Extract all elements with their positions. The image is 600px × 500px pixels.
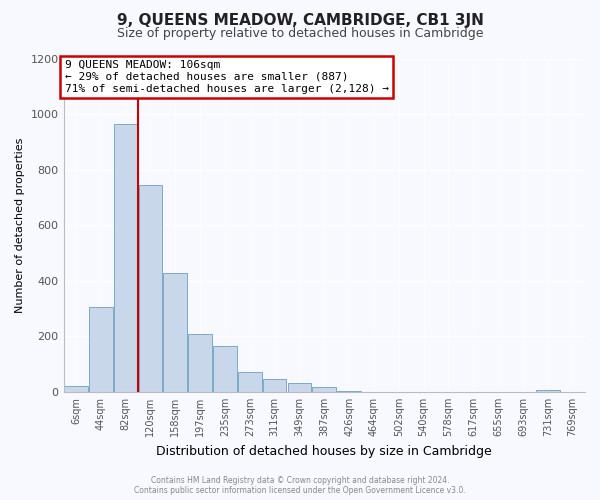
X-axis label: Distribution of detached houses by size in Cambridge: Distribution of detached houses by size … (157, 444, 492, 458)
Bar (64, 386, 88, 392)
Text: 9 QUEENS MEADOW: 106sqm
← 29% of detached houses are smaller (887)
71% of semi-d: 9 QUEENS MEADOW: 106sqm ← 29% of detache… (65, 60, 389, 94)
Text: 9, QUEENS MEADOW, CAMBRIDGE, CB1 3JN: 9, QUEENS MEADOW, CAMBRIDGE, CB1 3JN (116, 12, 484, 28)
Bar (163, 272, 187, 392)
Bar (287, 383, 311, 392)
Bar (238, 372, 262, 392)
Bar (263, 379, 286, 392)
Bar (313, 387, 336, 392)
Bar (536, 390, 560, 392)
Bar (188, 334, 212, 392)
Bar (337, 390, 361, 392)
Bar (213, 346, 237, 392)
Bar (139, 185, 162, 392)
Text: Contains HM Land Registry data © Crown copyright and database right 2024.
Contai: Contains HM Land Registry data © Crown c… (134, 476, 466, 495)
Bar (89, 308, 113, 392)
Text: Size of property relative to detached houses in Cambridge: Size of property relative to detached ho… (117, 28, 483, 40)
Y-axis label: Number of detached properties: Number of detached properties (15, 138, 25, 313)
Bar (114, 124, 137, 392)
